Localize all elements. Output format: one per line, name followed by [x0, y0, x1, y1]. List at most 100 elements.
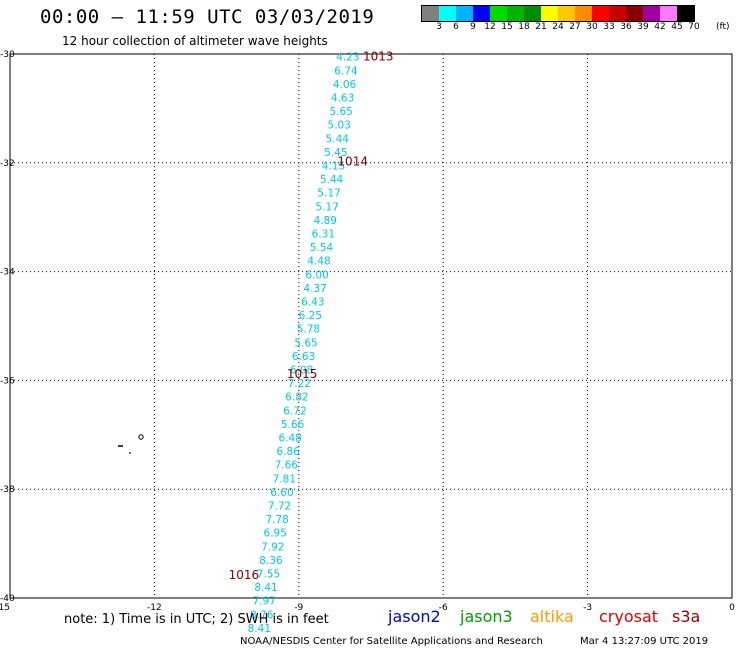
color-scale-label: 30 [586, 22, 598, 32]
color-scale-label: 18 [518, 22, 530, 32]
wave-height-label: 5.66 [281, 419, 305, 431]
longitude-tick-label: -12 [147, 603, 162, 613]
satellite-legend-altika: altika [530, 607, 574, 626]
color-scale-label: 3 [436, 22, 442, 32]
color-swatch [456, 6, 473, 21]
wave-height-label: 5.44 [326, 133, 350, 145]
latitude-tick-label: -38 [0, 485, 15, 495]
color-swatch [660, 6, 677, 21]
generation-timestamp: Mar 4 13:27:09 UTC 2019 [580, 636, 709, 647]
wave-height-label: 8.36 [259, 555, 283, 567]
lat-lon-grid [10, 54, 732, 598]
footer-note: note: 1) Time is in UTC; 2) SWH is in fe… [64, 612, 329, 627]
color-swatch [507, 6, 524, 21]
color-swatch [609, 6, 626, 21]
color-swatch [439, 6, 456, 21]
wave-height-label: 5.45 [324, 147, 347, 159]
color-scale-label: 15 [501, 22, 513, 32]
color-swatch [575, 6, 592, 21]
wave-height-label: 7.92 [261, 541, 284, 553]
latitude-tick-label: -36 [0, 376, 15, 386]
wave-height-color-scale [421, 5, 695, 22]
wave-height-label: 6.25 [299, 310, 322, 322]
wave-height-label: 5.65 [329, 106, 352, 118]
wave-height-label: 8.41 [248, 623, 271, 635]
color-scale-label: 36 [620, 22, 632, 32]
color-scale-label: 6 [453, 22, 459, 32]
longitude-tick-label: -3 [583, 603, 592, 613]
wave-height-label: 4.89 [314, 215, 337, 227]
wave-height-label: 6.63 [292, 351, 315, 363]
color-swatch [592, 6, 609, 21]
wave-height-label: 5.78 [297, 324, 320, 336]
pressure-label: 1014 [337, 155, 368, 169]
color-swatch [490, 6, 507, 21]
wave-height-label: 6.31 [312, 229, 335, 241]
color-swatch [524, 6, 541, 21]
color-scale-unit: (ft) [716, 22, 730, 32]
longitude-tick-labels: -15 -12 -9 -6 -3 0 [0, 603, 735, 613]
wave-height-label: 8.41 [254, 582, 277, 594]
island-marker [138, 434, 144, 440]
wave-height-label: 6.95 [264, 528, 287, 540]
wave-height-label: 7.97 [252, 596, 275, 608]
wave-height-label: 5.17 [316, 201, 339, 213]
wave-height-label: 5.54 [310, 242, 334, 254]
wave-height-label: 6.60 [270, 487, 293, 499]
wave-height-label: 4.63 [331, 93, 354, 105]
latitude-tick-label: -32 [0, 159, 15, 169]
wave-height-label: 6.00 [305, 269, 328, 281]
color-swatch [626, 6, 643, 21]
latitude-tick-label: -34 [0, 268, 15, 278]
longitude-tick-label: -9 [294, 603, 303, 613]
wave-height-label: 6.86 [277, 446, 301, 458]
wave-height-label: 5.03 [328, 120, 351, 132]
color-scale-label: 42 [654, 22, 666, 32]
satellite-legend-jason2: jason2 [388, 607, 441, 626]
color-scale-label: 21 [535, 22, 547, 32]
color-swatch [422, 6, 439, 21]
pressure-label: 1015 [287, 367, 318, 381]
color-scale-label: 45 [671, 22, 683, 32]
color-scale-label: 27 [569, 22, 581, 32]
island-marker [129, 452, 131, 454]
wave-height-label: 5.17 [317, 188, 340, 200]
wave-height-label: 5.65 [294, 337, 317, 349]
wave-height-label: 8.76 [250, 609, 274, 621]
map-frame [9, 53, 733, 599]
wave-height-label: 7.78 [265, 514, 288, 526]
pressure-label: 1013 [363, 50, 394, 64]
latitude-tick-labels: -30 -32 -34 -36 -38 -40 [0, 50, 15, 604]
color-scale-label: 9 [470, 22, 476, 32]
wave-height-label: 6.43 [301, 297, 324, 309]
satellite-legend-s3a: s3a [672, 607, 701, 626]
wave-height-label: 4.23 [336, 52, 359, 64]
wave-height-label: 4.06 [333, 79, 357, 91]
color-swatch [541, 6, 558, 21]
island-marks [118, 434, 144, 454]
wave-height-label: 7.72 [268, 501, 291, 513]
wave-height-label: 4.48 [307, 256, 330, 268]
pressure-label: 1016 [229, 568, 260, 582]
satellite-legend-jason3: jason3 [460, 607, 513, 626]
wave-height-track: 4.236.744.064.635.655.035.445.454.155.44… [248, 52, 360, 635]
wave-height-label: 5.44 [320, 174, 344, 186]
wave-height-label: 4.15 [322, 161, 345, 173]
wave-height-label: 7.81 [273, 473, 296, 485]
wave-height-label: 6.48 [278, 433, 301, 445]
wave-height-label: 6.74 [334, 65, 358, 77]
color-scale-label: 12 [484, 22, 496, 32]
wave-height-label: 7.22 [288, 378, 311, 390]
wave-height-label: 6.82 [285, 392, 308, 404]
wave-height-label: 4.37 [303, 283, 326, 295]
color-scale-label: 24 [552, 22, 564, 32]
page-subtitle: 12 hour collection of altimeter wave hei… [62, 34, 328, 48]
longitude-tick-label: -6 [439, 603, 448, 613]
color-scale-label: 33 [603, 22, 615, 32]
wave-height-label: 6.72 [283, 405, 306, 417]
page-title: 00:00 – 11:59 UTC 03/03/2019 [40, 6, 375, 28]
color-swatch [677, 6, 694, 21]
latitude-tick-label: -40 [0, 594, 15, 604]
wave-height-label: 7.66 [275, 460, 299, 472]
